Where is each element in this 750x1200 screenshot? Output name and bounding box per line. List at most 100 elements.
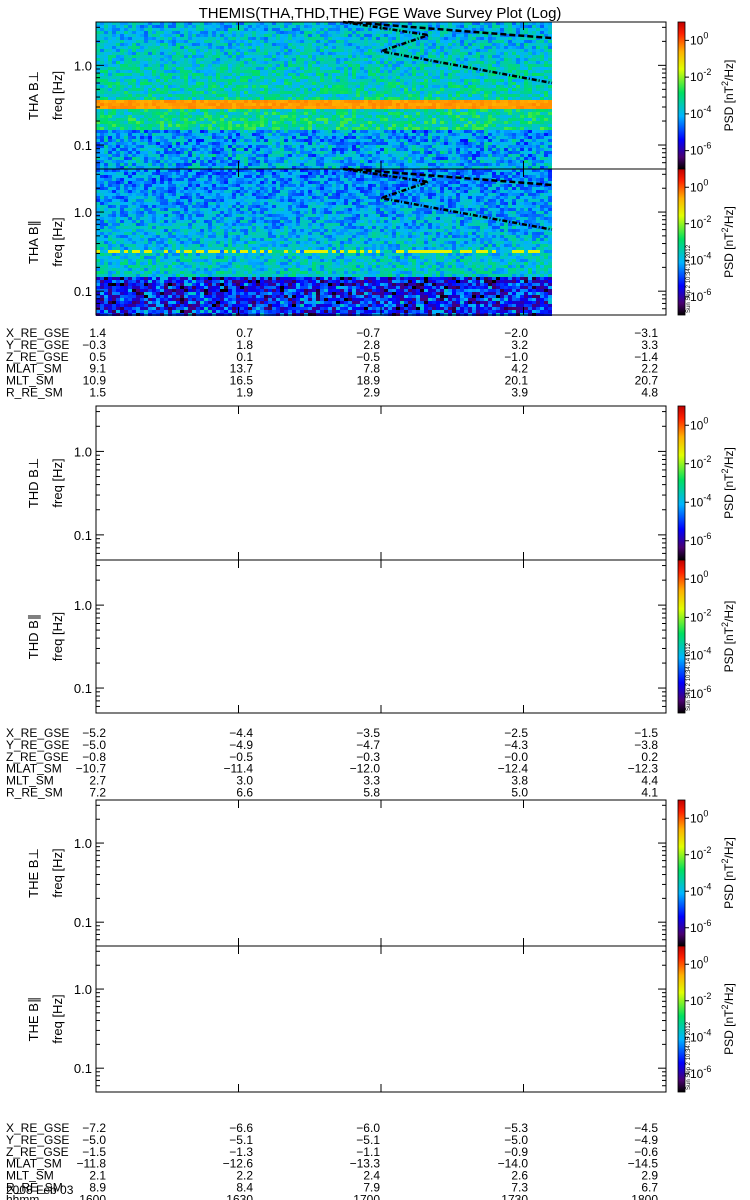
spectrogram-cell: [324, 139, 328, 142]
spectrogram-cell: [228, 145, 232, 148]
spectrogram-cell: [124, 148, 128, 151]
spectrogram-cell: [376, 163, 380, 166]
spectrogram-cell: [388, 73, 392, 76]
spectrogram-cell: [120, 133, 124, 136]
spectrogram-cell: [484, 34, 488, 37]
spectrogram-cell: [288, 112, 292, 115]
spectrogram-cell: [148, 154, 152, 157]
spectrogram-cell: [204, 136, 208, 139]
spectrogram-cell: [292, 151, 296, 154]
spectrogram-cell: [496, 58, 500, 61]
spectrogram-cell: [428, 157, 432, 160]
spectrogram-cell: [276, 121, 280, 124]
spectrogram-cell: [100, 166, 104, 169]
spectrogram-cell: [492, 115, 496, 118]
spectrogram-cell: [252, 79, 256, 82]
spectrogram-cell: [196, 64, 200, 67]
spectrogram-cell: [472, 118, 476, 121]
spectrogram-cell: [364, 76, 368, 79]
spectrogram-cell: [244, 136, 248, 139]
spectrogram-cell: [128, 133, 132, 136]
spectrogram-cell: [108, 109, 112, 112]
spectrogram-cell: [96, 25, 100, 28]
spectrogram-cell: [424, 130, 428, 133]
spectrogram-cell: [104, 130, 108, 133]
spectrogram-cell: [260, 133, 264, 136]
spectrogram-cell: [268, 97, 272, 100]
spectrogram-cell: [148, 130, 152, 133]
spectrogram-cell: [180, 97, 184, 100]
spectrogram-cell: [400, 148, 404, 151]
spectrogram-cell: [96, 136, 100, 139]
spectrogram-cell: [296, 121, 300, 124]
spectrogram-cell: [180, 115, 184, 118]
spectrogram-cell: [360, 124, 364, 127]
spectrogram-cell: [112, 151, 116, 154]
spectrogram-cell: [228, 79, 232, 82]
spectrogram-cell: [392, 157, 396, 160]
spectrogram-cell: [196, 85, 200, 88]
spectrogram-cell: [332, 148, 336, 151]
spectrogram-cell: [464, 70, 468, 73]
spectrogram-cell: [220, 106, 224, 109]
spectrogram-cell: [184, 121, 188, 124]
spectrogram-cell: [396, 151, 400, 154]
spectrogram-cell: [404, 64, 408, 67]
spectrogram-cell: [192, 151, 196, 154]
spectrogram-cell: [96, 49, 100, 52]
spectrogram-cell: [452, 148, 456, 151]
spectrogram-cell: [188, 73, 192, 76]
spectrogram-cell: [492, 73, 496, 76]
spectrogram-cell: [148, 109, 152, 112]
spectrogram-cell: [424, 43, 428, 46]
spectrogram-cell: [360, 73, 364, 76]
spectrogram-cell: [288, 64, 292, 67]
spectrogram-cell: [380, 88, 384, 91]
spectrogram-cell: [116, 133, 120, 136]
spectrogram-cell: [416, 58, 420, 61]
spectrogram-cell: [416, 82, 420, 85]
spectrogram-cell: [216, 49, 220, 52]
spectrogram-cell: [496, 109, 500, 112]
spectrogram-cell: [120, 136, 124, 139]
spectrogram-cell: [352, 46, 356, 49]
spectrogram-cell: [420, 73, 424, 76]
spectrogram-cell: [96, 94, 100, 97]
spectrogram-cell: [348, 160, 352, 163]
spectrogram-cell: [148, 133, 152, 136]
spectrogram-cell: [280, 166, 284, 169]
spectrogram-cell: [268, 100, 272, 103]
spectrogram-cell: [220, 58, 224, 61]
spectrogram-cell: [108, 79, 112, 82]
spectrogram-cell: [312, 64, 316, 67]
spectrogram-cell: [484, 142, 488, 145]
spectrogram-cell: [420, 55, 424, 58]
spectrogram-cell: [344, 52, 348, 55]
spectrogram-cell: [172, 22, 176, 25]
spectrogram-cell: [208, 73, 212, 76]
spectrogram-cell: [236, 124, 240, 127]
spectrogram-cell: [280, 64, 284, 67]
spectrogram-cell: [204, 94, 208, 97]
spectrogram-cell: [232, 148, 236, 151]
spectrogram-cell: [480, 148, 484, 151]
spectrogram-cell: [444, 88, 448, 91]
spectrogram-cell: [292, 28, 296, 31]
spectrogram-cell: [264, 157, 268, 160]
spectrogram-cell: [268, 160, 272, 163]
spectrogram-cell: [124, 127, 128, 130]
spectrogram-cell: [500, 43, 504, 46]
spectrogram-cell: [160, 118, 164, 121]
spectrogram-cell: [280, 88, 284, 91]
spectrogram-cell: [292, 52, 296, 55]
spectrogram-cell: [412, 91, 416, 94]
spectrogram-cell: [204, 34, 208, 37]
spectrogram-cell: [224, 154, 228, 157]
spectrogram-cell: [292, 118, 296, 121]
spectrogram-cell: [120, 157, 124, 160]
spectrogram-cell: [204, 124, 208, 127]
spectrogram-cell: [296, 88, 300, 91]
spectrogram-cell: [424, 52, 428, 55]
spectrogram-cell: [464, 142, 468, 145]
spectrogram-cell: [232, 55, 236, 58]
